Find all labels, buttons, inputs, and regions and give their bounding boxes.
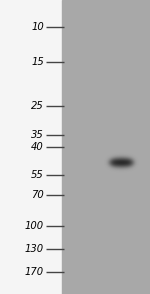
Text: 130: 130 [25,244,44,254]
Text: 40: 40 [31,142,44,152]
Text: 25: 25 [31,101,44,111]
Bar [62,0,150,294]
Text: 70: 70 [31,190,44,200]
Text: 170: 170 [25,267,44,277]
Text: 10: 10 [31,22,44,32]
Text: 35: 35 [31,131,44,141]
Bar [0,0,62,294]
Text: 15: 15 [31,57,44,67]
Text: 100: 100 [25,221,44,231]
Text: 55: 55 [31,170,44,180]
